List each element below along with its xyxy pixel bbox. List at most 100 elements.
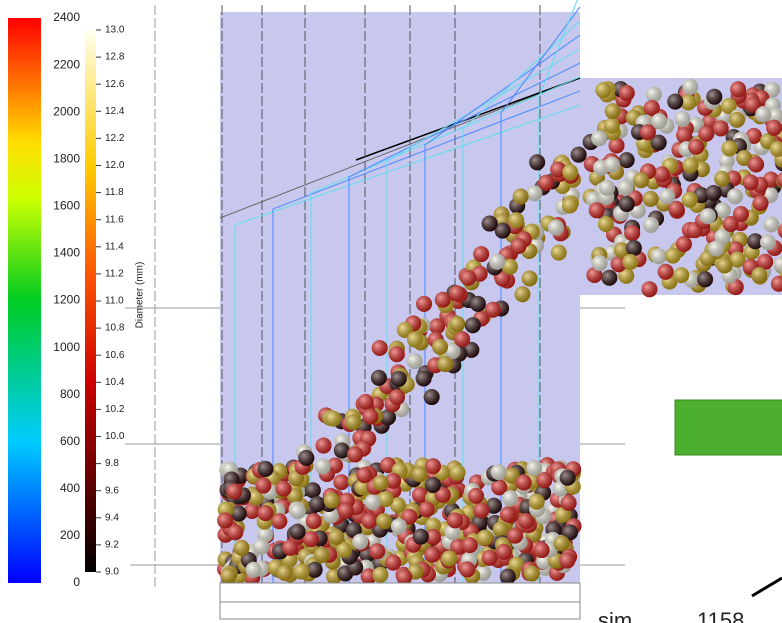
particle-shade xyxy=(524,566,540,582)
particle-shade xyxy=(496,544,512,560)
velocity-label: 1600 xyxy=(53,199,80,213)
particle-shade xyxy=(714,171,730,187)
velocity-label: 2200 xyxy=(53,57,80,71)
particle-shade xyxy=(338,503,354,519)
particle-shade xyxy=(226,483,242,499)
particle-shade xyxy=(706,89,722,105)
particle-shade xyxy=(361,513,377,529)
diameter-label: 12.0 xyxy=(105,160,125,171)
particle-shade xyxy=(491,464,507,480)
particle-shade xyxy=(500,506,516,522)
page: Diameter (mm) sim 1158 24002200200018001… xyxy=(0,0,782,623)
velocity-label: 400 xyxy=(60,481,80,495)
velocity-label: 2000 xyxy=(53,104,80,118)
particle-shade xyxy=(376,513,392,529)
particle-shade xyxy=(372,567,388,583)
particle-shade xyxy=(447,512,463,528)
velocity-label: 1800 xyxy=(53,151,80,165)
velocity-label: 200 xyxy=(60,528,80,542)
footer-left: sim xyxy=(598,608,632,623)
particle-shade xyxy=(508,212,524,228)
particle-shade xyxy=(258,461,274,477)
particle-shade xyxy=(599,180,615,196)
particle-shade xyxy=(324,492,340,508)
particle-shade xyxy=(449,316,465,332)
particle-shade xyxy=(485,302,501,318)
particle-shade xyxy=(626,240,642,256)
particle-shade xyxy=(373,475,389,491)
diameter-label: 13.0 xyxy=(105,25,125,36)
particle-shade xyxy=(315,458,331,474)
particle-shade xyxy=(482,216,498,232)
particle-shade xyxy=(314,547,330,563)
velocity-label: 1400 xyxy=(53,246,80,260)
particle-shade xyxy=(751,267,767,283)
particle-shade xyxy=(698,126,714,142)
particle-shade xyxy=(290,503,306,519)
velocity-label: 0 xyxy=(73,575,80,589)
particle-shade xyxy=(697,271,713,287)
particle-shade xyxy=(356,467,372,483)
particle-shade xyxy=(253,539,269,555)
particle-shade xyxy=(700,208,716,224)
particle-shade xyxy=(363,409,379,425)
particle-shade xyxy=(659,189,675,205)
particle-shade xyxy=(371,370,387,386)
particle-shade xyxy=(676,236,692,252)
particle-shade xyxy=(538,175,554,191)
particle-shade xyxy=(391,371,407,387)
particle-shade xyxy=(454,331,470,347)
particle-shade xyxy=(605,103,621,119)
particle-shade xyxy=(727,188,743,204)
particle-shade xyxy=(450,465,466,481)
particle-shade xyxy=(536,472,552,488)
particle-shade xyxy=(294,564,310,580)
diameter-label: 11.4 xyxy=(105,241,124,252)
particle-shade xyxy=(303,531,319,547)
particle-shade xyxy=(604,157,620,173)
particle-shade xyxy=(641,281,657,297)
particle-shade xyxy=(651,113,667,129)
particle-shade xyxy=(424,547,440,563)
particle-shade xyxy=(561,495,577,511)
diameter-label: 11.0 xyxy=(105,296,124,307)
particle-shade xyxy=(651,248,667,264)
particle-shade xyxy=(465,317,481,333)
particle-shade xyxy=(309,496,325,512)
diameter-colorbar xyxy=(85,30,96,572)
particle-shade xyxy=(595,82,611,98)
particle-shade xyxy=(682,192,698,208)
particle-shade xyxy=(435,292,451,308)
diameter-label: 9.4 xyxy=(105,512,119,523)
particle-shade xyxy=(548,220,564,236)
particle-shade xyxy=(358,394,374,410)
particle-shade xyxy=(554,535,570,551)
particle-shade xyxy=(391,518,407,534)
particle-shade xyxy=(328,529,344,545)
particle-shade xyxy=(743,174,759,190)
particle-shade xyxy=(277,565,293,581)
particle-shade xyxy=(560,470,576,486)
particle-shade xyxy=(514,286,530,302)
particle-shade xyxy=(617,180,633,196)
particle-shade xyxy=(462,537,478,553)
particle-shade xyxy=(507,528,523,544)
particle-shade xyxy=(516,475,532,491)
velocity-label: 600 xyxy=(60,434,80,448)
particle-shade xyxy=(646,86,662,102)
particle-shade xyxy=(763,216,779,232)
green-button[interactable] xyxy=(675,400,782,455)
particle-shade xyxy=(683,157,699,173)
particle-shade xyxy=(468,488,484,504)
diameter-label: 11.6 xyxy=(105,214,124,225)
particle-shade xyxy=(604,118,620,134)
pointer-line xyxy=(752,578,782,596)
particle-shade xyxy=(551,245,567,261)
particle-shade xyxy=(708,240,724,256)
particle-shade xyxy=(365,494,381,510)
particle-shade xyxy=(470,296,486,312)
viewport: Diameter (mm) sim 1158 24002200200018001… xyxy=(0,0,782,623)
particle-shade xyxy=(255,478,271,494)
particle-shade xyxy=(502,490,518,506)
particle-shade xyxy=(624,225,640,241)
